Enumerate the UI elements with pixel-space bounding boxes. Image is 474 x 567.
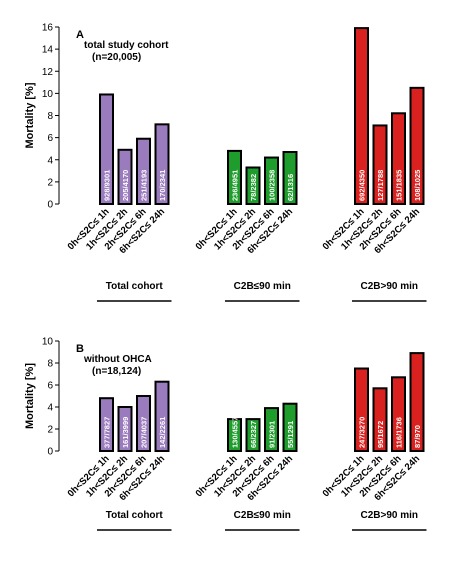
y-tick-label: 0 (47, 200, 53, 211)
bar-1-3 (282, 402, 298, 453)
bar-2-0 (354, 367, 369, 452)
bar-2-3 (409, 86, 425, 205)
y-tick-label: 14 (42, 45, 54, 56)
bar-count-label: 100/2358 (268, 170, 277, 201)
y-tick-label: 2 (47, 177, 53, 188)
y-tick-label: 6 (47, 133, 53, 144)
y-tick-label: 8 (47, 359, 53, 370)
group-label: C2B≤90 min (234, 510, 291, 521)
bar-0-0 (99, 93, 114, 205)
bar-0-2 (136, 137, 151, 205)
bar-1-1 (245, 166, 261, 205)
bar-count-label: 127/1788 (376, 170, 385, 201)
bar-count-label: 55/1291 (286, 421, 295, 448)
bar-count-label: 142/2261 (158, 417, 167, 448)
bar-0-1 (117, 406, 133, 452)
y-tick-label: 4 (47, 403, 53, 414)
bar-2-1 (372, 387, 388, 452)
bar-1-3 (282, 151, 298, 206)
y-tick-label: 4 (47, 155, 53, 166)
bar-0-3 (154, 123, 170, 205)
y-tick-label: 10 (42, 89, 54, 100)
bar-count-label: 170/2341 (158, 170, 167, 201)
bar-count-label: 236/4951 (231, 170, 240, 201)
bar-0-3 (154, 380, 170, 453)
y-tick-label: 8 (47, 111, 53, 122)
bar-1-2 (264, 156, 279, 206)
bar-count-label: 87/970 (413, 425, 422, 448)
bar-count-label: 91/2301 (268, 421, 277, 448)
panel-label: A (76, 29, 84, 41)
bar-1-0 (227, 418, 242, 453)
group-label: C2B>90 min (360, 281, 418, 292)
y-tick-label: 2 (47, 425, 53, 436)
bar-count-label: 151/1835 (395, 170, 404, 201)
y-tick-label: 16 (42, 23, 54, 34)
y-axis-title: Mortality [%] (24, 363, 36, 429)
y-tick-label: 0 (47, 447, 53, 458)
bar-1-1 (245, 418, 261, 453)
bar-1-2 (264, 407, 279, 453)
group-label: Total cohort (106, 510, 164, 521)
bar-count-label: 207/4037 (140, 417, 149, 448)
y-tick-label: 12 (42, 67, 54, 78)
cohort-note: (n=20,005) (92, 52, 141, 63)
bar-2-2 (391, 376, 406, 452)
panel-label: B (76, 343, 84, 355)
bar-count-label: 692/4350 (358, 170, 367, 201)
bar-2-3 (409, 352, 425, 453)
bar-count-label: 161/3999 (121, 417, 130, 448)
bar-2-1 (372, 124, 388, 205)
bar-0-1 (117, 148, 133, 205)
bar-count-label: 251/4193 (140, 170, 149, 201)
bar-0-2 (136, 395, 151, 452)
y-tick-label: 6 (47, 381, 53, 392)
bar-count-label: 205/4170 (121, 170, 130, 201)
y-tick-label: 10 (42, 337, 54, 348)
group-label: C2B≤90 min (234, 281, 291, 292)
bar-2-2 (391, 112, 406, 205)
bar-count-label: 62/1316 (286, 174, 295, 201)
y-axis-title: Mortality [%] (24, 82, 36, 148)
bar-count-label: 377/7827 (103, 417, 112, 448)
bar-count-label: 130/4557 (231, 417, 240, 448)
cohort-note: total study cohort (84, 40, 169, 51)
bar-count-label: 95/1672 (376, 421, 385, 448)
bar-count-label: 78/2382 (249, 174, 258, 201)
cohort-note: without OHCA (83, 354, 152, 365)
group-label: Total cohort (106, 281, 164, 292)
cohort-note: (n=18,124) (92, 366, 141, 377)
bar-count-label: 928/9301 (103, 170, 112, 201)
bar-count-label: 116/1736 (395, 417, 404, 448)
bar-1-0 (227, 149, 242, 205)
bar-2-0 (354, 27, 369, 206)
bar-count-label: 247/3270 (358, 417, 367, 448)
group-label: C2B>90 min (360, 510, 418, 521)
bar-count-label: 108/1025 (413, 170, 422, 201)
bar-count-label: 66/2327 (249, 421, 258, 448)
bar-0-0 (99, 397, 114, 453)
